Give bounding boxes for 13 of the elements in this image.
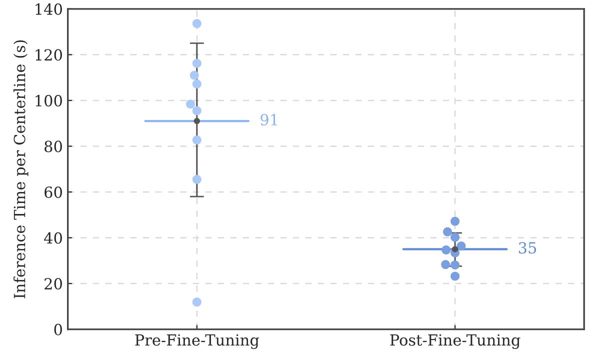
y-axis-title: Inference Time per Centerline (s) <box>13 40 28 298</box>
y-tick-label: 80 <box>44 140 62 152</box>
y-tick-label: 140 <box>36 3 62 15</box>
y-tick-label: 40 <box>44 232 62 244</box>
x-tick-label: Post-Fine-Tuning <box>390 334 520 349</box>
ref-line-label: 35 <box>518 242 536 254</box>
y-tick-label: 0 <box>54 324 62 336</box>
y-tick-label: 120 <box>36 49 62 61</box>
x-tick-label: Pre-Fine-Tuning <box>135 334 260 349</box>
y-tick-label: 60 <box>44 186 62 198</box>
y-tick-label: 20 <box>44 278 62 290</box>
ref-line-label: 91 <box>260 114 277 126</box>
y-tick-label: 100 <box>36 94 62 106</box>
